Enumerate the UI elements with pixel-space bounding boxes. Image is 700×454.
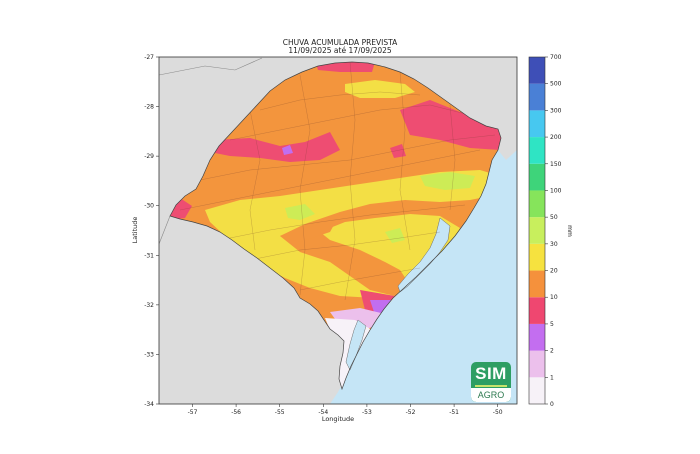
- lagoa-dos-patos: [397, 217, 451, 293]
- colorbar-tick-label: 20: [550, 268, 558, 275]
- zone-purple-spot: [282, 145, 293, 155]
- logo-text-agro: AGRO: [471, 388, 511, 402]
- colorbar-swatch: [529, 350, 545, 378]
- colorbar-tick-label: 150: [550, 161, 562, 168]
- y-tick-label: -31: [144, 252, 154, 259]
- colorbar-tick-label: 0: [550, 401, 554, 408]
- zone-yellow-north: [345, 80, 415, 98]
- colorbar-tick-label: 200: [550, 134, 562, 141]
- state-outline: [169, 61, 502, 391]
- colorbar-tick-label: 2: [550, 348, 554, 355]
- x-tick-label: -55: [275, 409, 285, 416]
- x-tick-label: -50: [493, 409, 503, 416]
- zone-red-northeast: [400, 100, 501, 150]
- y-tick-label: -27: [144, 54, 154, 61]
- zone-red-west: [170, 198, 192, 220]
- y-tick-label: -32: [144, 302, 154, 309]
- colorbar-swatch: [529, 190, 545, 218]
- colorbar-swatch: [529, 83, 545, 111]
- x-tick-label: -56: [231, 409, 241, 416]
- colorbar-tick-label: 30: [550, 241, 558, 248]
- uruguay-land: [159, 290, 338, 404]
- colorbar-tick-label: 100: [550, 187, 562, 194]
- colorbar-swatch: [529, 243, 545, 271]
- colorbar-swatch: [529, 110, 545, 138]
- x-axis-ticks: -57 -56 -55 -54 -53 -52 -51 -50: [188, 404, 503, 416]
- colorbar-swatch: [529, 163, 545, 191]
- y-tick-label: -28: [144, 104, 154, 111]
- colorbar-tick-label: 700: [550, 54, 562, 61]
- y-tick-label: -34: [144, 401, 154, 408]
- y-axis-label: Latitude: [131, 217, 139, 244]
- colorbar-swatch: [529, 270, 545, 298]
- zone-lime-west: [285, 204, 315, 220]
- colorbar-tick-label: 5: [550, 321, 554, 328]
- y-tick-label: -30: [144, 203, 154, 210]
- lagoa-mirim: [345, 319, 367, 371]
- x-tick-label: -52: [406, 409, 416, 416]
- logo-text-sim: SIM: [475, 364, 507, 383]
- colorbar-tick-label: 300: [550, 107, 562, 114]
- colorbar-unit: mm: [566, 225, 573, 237]
- municipal-boundaries: [179, 62, 496, 301]
- y-axis-ticks: -27 -28 -29 -30 -31 -32 -33 -34: [144, 54, 159, 408]
- zone-lime-east: [420, 172, 475, 190]
- x-axis-label: Longitude: [322, 415, 354, 423]
- map-frame: [158, 56, 518, 405]
- map-subtitle: 11/09/2025 até 17/09/2025: [288, 46, 392, 55]
- colorbar-frame: [528, 56, 546, 405]
- border-line: [159, 215, 171, 245]
- zone-red-northwest: [210, 132, 340, 162]
- colorbar: 0 1 2 5 10 20 30 50 100 150 200 300 500 700: [528, 54, 562, 408]
- zone-orange-pocket: [280, 214, 340, 242]
- x-tick-label: -51: [449, 409, 459, 416]
- argentina-border: [159, 57, 263, 76]
- colorbar-tick-label: 10: [550, 294, 558, 301]
- colorbar-swatch: [529, 323, 545, 351]
- x-tick-label: -57: [188, 409, 198, 416]
- colorbar-tick-label: 50: [550, 214, 558, 221]
- map-title: CHUVA ACUMULADA PREVISTA: [282, 38, 398, 47]
- ocean: [330, 57, 517, 404]
- x-tick-label: -53: [362, 409, 372, 416]
- colorbar-swatch: [529, 137, 545, 164]
- x-tick-label: -54: [318, 409, 328, 416]
- y-tick-label: -33: [144, 351, 154, 358]
- colorbar-swatch: [529, 297, 545, 324]
- colorbar-tick-label: 1: [550, 374, 554, 381]
- logo-accent-bar: [475, 385, 507, 387]
- colorbar-tick-label: 500: [550, 81, 562, 88]
- colorbar-swatch: [529, 57, 545, 84]
- zone-red-top: [315, 62, 375, 72]
- colorbar-swatch: [529, 377, 545, 404]
- colorbar-swatch: [529, 217, 545, 244]
- simagro-logo: SIM AGRO: [471, 362, 511, 402]
- y-tick-label: -29: [144, 153, 154, 160]
- zone-red-central: [390, 144, 406, 158]
